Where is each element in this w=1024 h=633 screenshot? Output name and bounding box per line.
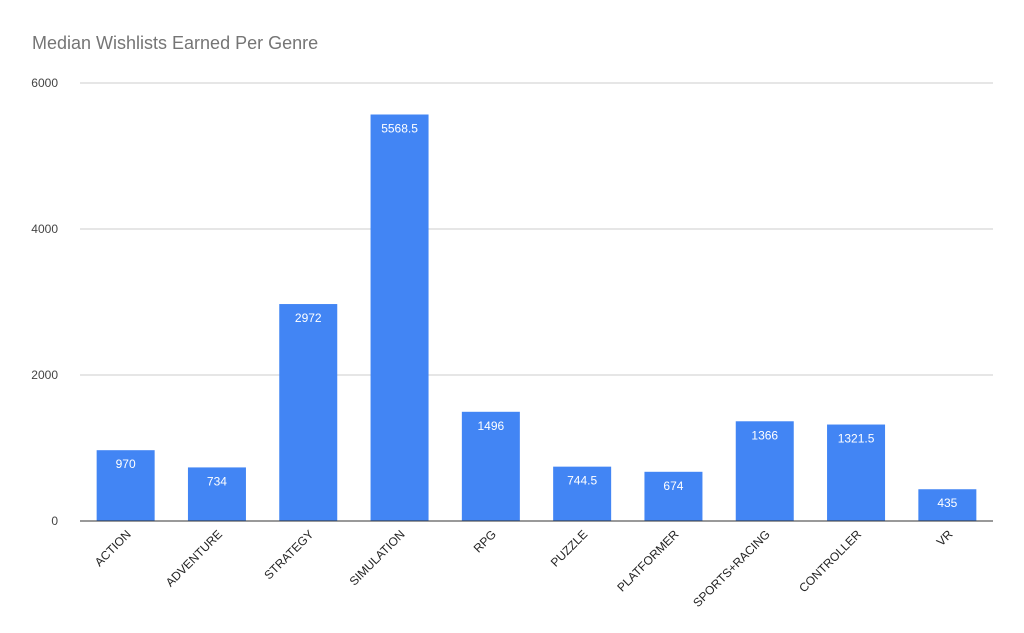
x-tick-label: ADVENTURE (163, 527, 225, 589)
y-tick-label: 6000 (31, 76, 58, 90)
x-tick-label: PUZZLE (548, 527, 590, 569)
x-axis-ticks: ACTION ADVENTURE STRATEGY SIMULATION RPG PUZZ… (92, 527, 956, 610)
y-axis-ticks: 0 2000 4000 6000 (31, 76, 58, 528)
data-label: 744.5 (567, 474, 597, 488)
x-tick-label: PLATFORMER (614, 527, 681, 594)
data-label: 674 (663, 479, 683, 493)
gridlines (80, 82, 993, 376)
bars (96, 114, 977, 521)
bar-rpg (461, 411, 520, 521)
data-labels: 970 734 2972 5568.5 1496 744.5 674 1366 1321.5 43… (116, 121, 958, 510)
data-label: 1496 (477, 419, 504, 433)
bar-simulation (370, 114, 429, 521)
x-tick-label: ACTION (92, 527, 134, 569)
bar-vr (918, 489, 977, 521)
chart-title: Median Wishlists Earned Per Genre (32, 33, 319, 53)
y-tick-label: 4000 (31, 222, 58, 236)
data-label: 435 (937, 496, 957, 510)
bar-action (96, 450, 155, 521)
bar-adventure (187, 467, 246, 521)
y-tick-label: 2000 (31, 368, 58, 382)
data-label: 1321.5 (838, 432, 875, 446)
y-tick-label: 0 (51, 514, 58, 528)
x-tick-label: SPORTS+RACING (690, 527, 773, 610)
data-label: 970 (116, 457, 136, 471)
x-tick-label: CONTROLLER (796, 527, 864, 595)
x-tick-label: RPG (471, 527, 499, 555)
bar-platformer (644, 471, 703, 521)
x-tick-label: STRATEGY (261, 527, 316, 582)
bar-puzzle (553, 466, 612, 521)
data-label: 734 (207, 474, 227, 488)
bar-sports-racing (735, 421, 794, 521)
bar-controller (827, 424, 886, 521)
data-label: 1366 (751, 428, 778, 442)
x-tick-label: VR (934, 527, 956, 549)
data-label: 5568.5 (381, 121, 418, 135)
data-label: 2972 (295, 311, 322, 325)
x-tick-label: SIMULATION (347, 527, 408, 588)
bar-strategy (279, 304, 338, 521)
